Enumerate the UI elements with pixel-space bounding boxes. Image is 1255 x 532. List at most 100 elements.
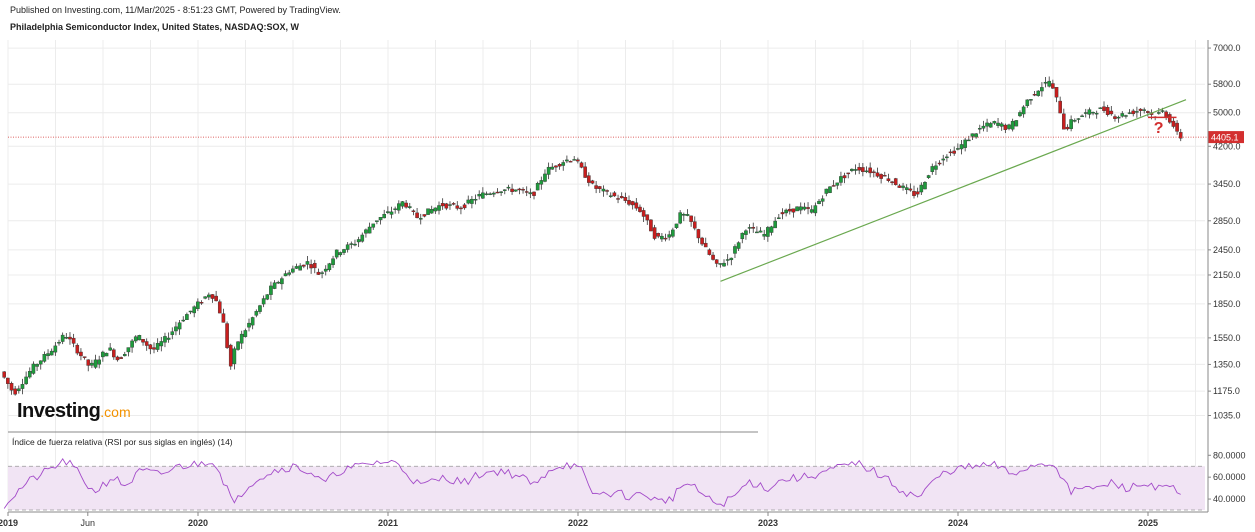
candle-body — [634, 202, 639, 209]
candle-body — [846, 172, 851, 175]
candle-body — [718, 263, 723, 265]
candle-body — [13, 388, 17, 395]
last-price-label: 4405.1 — [1211, 133, 1239, 143]
logo-suffix: .com — [100, 404, 131, 420]
candle-body — [302, 264, 306, 267]
candle-body — [331, 258, 335, 265]
candle-body — [806, 207, 810, 209]
y-tick-label: 1175.0 — [1213, 386, 1240, 396]
candle-body — [440, 203, 445, 207]
candle-body — [682, 214, 686, 216]
candle-body — [269, 285, 273, 295]
candle-body — [1065, 126, 1070, 130]
candle-body — [901, 185, 905, 188]
candle-body — [389, 211, 394, 215]
candle-body — [60, 334, 65, 342]
candle-body — [1157, 112, 1161, 114]
candle-body — [1135, 111, 1139, 113]
candle-body — [316, 271, 321, 275]
candle-body — [1010, 120, 1015, 130]
candle-body — [433, 207, 438, 212]
x-tick-label: 2024 — [948, 518, 968, 528]
candle-body — [112, 349, 116, 358]
candle-body — [177, 322, 182, 330]
candle-body — [1109, 110, 1114, 115]
candle-body — [930, 166, 935, 172]
candle-body — [364, 229, 368, 234]
y-tick-label: 2850.0 — [1213, 216, 1241, 226]
candle-body — [831, 185, 836, 187]
candle-body — [342, 249, 346, 253]
candle-body — [689, 215, 693, 222]
candle-body — [437, 205, 441, 211]
candle-body — [108, 347, 112, 351]
candle-body — [707, 249, 712, 255]
candle-body — [798, 206, 803, 211]
candle-body — [426, 208, 430, 215]
candle-body — [977, 128, 982, 130]
candle-body — [777, 217, 781, 219]
candle-body — [35, 364, 39, 367]
candle-body — [46, 353, 50, 357]
candle-body — [660, 235, 664, 240]
candle-body — [868, 167, 872, 174]
candle-body — [353, 243, 357, 246]
candle-body — [90, 362, 94, 366]
candle-body — [733, 246, 737, 254]
candle-body — [550, 166, 555, 170]
candle-body — [1014, 120, 1019, 127]
candle-body — [367, 226, 372, 234]
candle-body — [861, 167, 865, 172]
candle-body — [751, 227, 756, 229]
candle-body — [795, 206, 799, 212]
candle-body — [1091, 111, 1095, 114]
candle-body — [462, 204, 467, 209]
candle-body — [38, 360, 43, 365]
candle-body — [280, 278, 284, 285]
candle-body — [941, 158, 946, 161]
y-tick-label: 7000.0 — [1213, 43, 1241, 53]
candle-body — [1167, 114, 1172, 123]
y-tick-label: 4200.0 — [1213, 141, 1241, 151]
candle-body — [524, 191, 529, 193]
candle-body — [967, 139, 971, 142]
candle-body — [1051, 83, 1055, 89]
candle-body — [210, 294, 215, 299]
candle-body — [82, 356, 87, 358]
candle-body — [784, 209, 788, 214]
candle-body — [1116, 116, 1121, 119]
candle-body — [528, 192, 533, 195]
candle-body — [565, 159, 569, 162]
candle-body — [1142, 109, 1146, 111]
candle-body — [890, 181, 894, 183]
y-tick-label: 1035.0 — [1213, 411, 1241, 421]
candle-body — [601, 188, 606, 192]
candle-body — [320, 272, 324, 274]
candle-body — [429, 209, 434, 214]
candle-body — [546, 166, 551, 175]
candle-body — [247, 322, 251, 328]
candle-body — [696, 229, 701, 239]
candle-body — [652, 227, 657, 239]
candle-body — [221, 313, 226, 323]
candle-body — [312, 262, 317, 269]
candle-body — [817, 200, 821, 205]
candle-body — [787, 208, 792, 212]
candle-body — [1025, 99, 1030, 107]
candle-body — [455, 205, 460, 209]
candle-body — [495, 191, 500, 194]
candle-body — [49, 350, 54, 356]
candle-body — [1138, 108, 1143, 111]
x-tick-label: 2020 — [188, 518, 208, 528]
candle-body — [671, 229, 675, 237]
candle-body — [842, 175, 847, 179]
x-tick-label: 2019 — [0, 518, 18, 528]
candle-body — [287, 272, 292, 275]
rsi-line — [3, 457, 1181, 509]
candle-body — [378, 217, 383, 221]
candle-body — [57, 342, 61, 344]
candle-body — [608, 195, 613, 197]
candle-body — [174, 326, 178, 332]
candle-body — [641, 210, 646, 217]
candle-body — [152, 347, 156, 350]
